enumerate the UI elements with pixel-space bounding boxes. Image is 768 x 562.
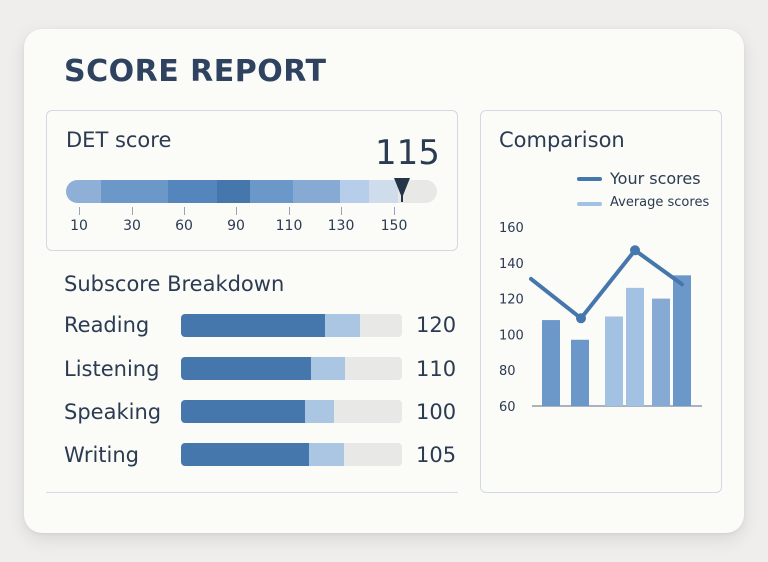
y-tick-label: 120 bbox=[499, 293, 524, 308]
legend-swatch-your-scores bbox=[577, 177, 602, 181]
subscore-value-writing: 105 bbox=[416, 443, 457, 467]
y-tick-label: 60 bbox=[499, 400, 516, 415]
subscore-label-listening: Listening bbox=[64, 357, 160, 381]
subscore-value-speaking: 100 bbox=[416, 400, 457, 424]
det-score-label: DET score bbox=[66, 128, 172, 152]
scale-tick-label: 90 bbox=[227, 218, 245, 234]
det-scale-bar bbox=[66, 180, 437, 203]
legend-swatch-average-scores bbox=[577, 202, 602, 206]
y-tick-label: 160 bbox=[499, 221, 524, 236]
y-tick-label: 80 bbox=[499, 364, 516, 379]
legend-label-average-scores: Average scores bbox=[610, 195, 710, 210]
subscore-bar-reading bbox=[181, 314, 402, 337]
chart-bar bbox=[626, 287, 644, 406]
chart-bar bbox=[542, 320, 560, 406]
subscore-bar-fill bbox=[181, 443, 309, 466]
subscore-bar-listening bbox=[181, 357, 402, 380]
score-marker-icon bbox=[394, 178, 410, 198]
subscore-bar-fill bbox=[181, 357, 311, 380]
scale-segment bbox=[293, 180, 340, 203]
your-scores-point bbox=[576, 313, 586, 324]
scale-tick bbox=[132, 207, 133, 215]
legend-label-your-scores: Your scores bbox=[610, 169, 701, 188]
subscore-bar-fill bbox=[181, 314, 325, 337]
scale-segment bbox=[217, 180, 250, 203]
scale-segment bbox=[101, 180, 168, 203]
scale-tick bbox=[236, 207, 237, 215]
chart-bar bbox=[652, 298, 670, 406]
scale-segment bbox=[340, 180, 369, 203]
subscore-breakdown-title: Subscore Breakdown bbox=[64, 272, 285, 296]
scale-tick bbox=[184, 207, 185, 215]
subscore-value-reading: 120 bbox=[416, 313, 457, 337]
subscore-value-listening: 110 bbox=[416, 357, 457, 381]
subscore-label-speaking: Speaking bbox=[64, 400, 162, 424]
scale-tick-label: 110 bbox=[275, 218, 303, 234]
comparison-title: Comparison bbox=[499, 128, 625, 152]
y-tick-label: 140 bbox=[499, 257, 524, 272]
your-scores-point bbox=[630, 245, 640, 256]
scale-tick bbox=[341, 207, 342, 215]
scale-tick-label: 60 bbox=[175, 218, 193, 234]
scale-segment bbox=[66, 180, 101, 203]
det-score-value: 115 bbox=[375, 133, 440, 173]
scale-tick-label: 30 bbox=[123, 218, 141, 234]
scale-segment bbox=[369, 180, 398, 203]
scale-tick bbox=[289, 207, 290, 215]
y-tick-label: 100 bbox=[499, 328, 524, 343]
scale-tick-label: 10 bbox=[70, 218, 88, 234]
subscore-bar-writing bbox=[181, 443, 402, 466]
subscore-label-writing: Writing bbox=[64, 443, 139, 467]
divider bbox=[46, 492, 458, 493]
chart-bar bbox=[605, 316, 623, 406]
scale-tick bbox=[79, 207, 80, 215]
subscore-bar-speaking bbox=[181, 400, 402, 423]
scale-tick bbox=[394, 207, 395, 215]
scale-tick-label: 150 bbox=[380, 218, 408, 234]
page-title: SCORE REPORT bbox=[64, 54, 327, 89]
chart-bar bbox=[673, 275, 691, 406]
subscore-label-reading: Reading bbox=[64, 313, 150, 337]
comparison-chart: 160 140 120 100 80 60 bbox=[499, 221, 702, 415]
subscore-bar-fill bbox=[181, 400, 305, 423]
your-scores-line bbox=[529, 248, 684, 321]
chart-bar bbox=[571, 339, 589, 406]
scale-segment bbox=[250, 180, 293, 203]
scale-tick-label: 130 bbox=[327, 218, 355, 234]
scale-segment bbox=[168, 180, 217, 203]
